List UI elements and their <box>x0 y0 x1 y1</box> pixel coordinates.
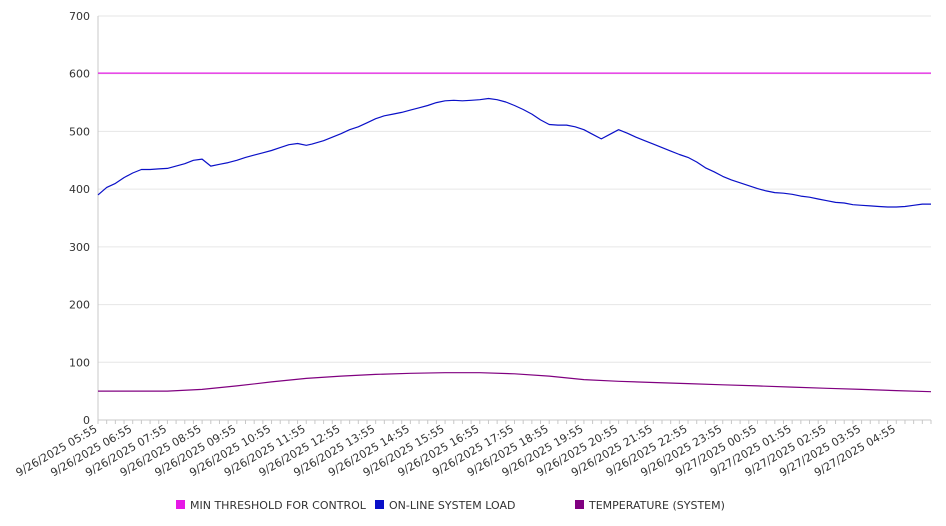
axes <box>97 16 932 424</box>
legend-label: TEMPERATURE (SYSTEM) <box>588 499 725 512</box>
x-tick-labels: 9/26/2025 05:559/26/2025 06:559/26/2025 … <box>14 422 898 479</box>
legend-label: MIN THRESHOLD FOR CONTROL <box>190 499 367 512</box>
legend-swatch <box>176 500 185 509</box>
y-tick-label: 0 <box>83 414 90 427</box>
y-tick-label: 200 <box>69 299 90 312</box>
y-tick-label: 300 <box>69 241 90 254</box>
legend-label: ON-LINE SYSTEM LOAD <box>389 499 515 512</box>
y-tick-label: 600 <box>69 68 90 81</box>
y-tick-label: 500 <box>69 125 90 138</box>
series-line-temperature-system <box>98 372 932 393</box>
y-tick-label: 100 <box>69 356 90 369</box>
legend: MIN THRESHOLD FOR CONTROL ON-LINE SYSTEM … <box>176 499 725 512</box>
grid-lines <box>98 15 931 363</box>
legend-swatch <box>375 500 384 509</box>
y-tick-labels: 0 100 200 300 400 500 600 700 <box>69 10 90 427</box>
legend-swatch <box>575 500 584 509</box>
y-tick-label: 700 <box>69 10 90 23</box>
series-line-on-line-system-load <box>97 97 931 208</box>
y-tick-label: 400 <box>69 183 90 196</box>
series-lines <box>97 72 932 393</box>
